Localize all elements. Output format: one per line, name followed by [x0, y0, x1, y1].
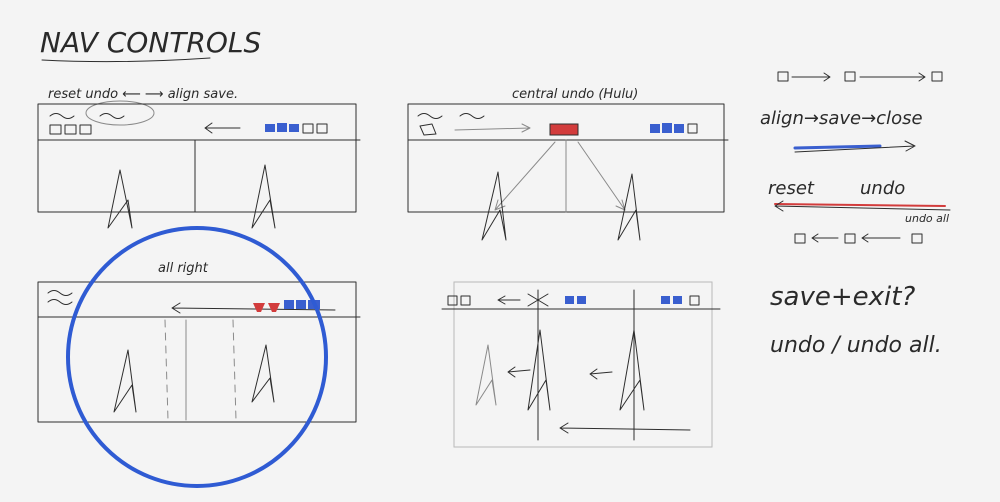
save-button-icon [565, 296, 574, 304]
save-button-icon [265, 124, 275, 132]
left-arrow-icon [589, 368, 613, 380]
save-button-icon [277, 123, 287, 132]
step-box-icon [931, 71, 943, 82]
sketch-top-left: reset undo ⟵ ⟶ align save. [37, 87, 361, 229]
right-arrow-icon [794, 140, 916, 153]
step-box-icon [777, 71, 789, 82]
flow-forward-label: align→save→close [760, 108, 923, 129]
undo-button-icon [253, 303, 265, 312]
central-undo-button [549, 123, 579, 136]
note-line-2: undo / undo all. [770, 333, 942, 358]
red-stroke [774, 203, 946, 207]
save-button-icon [661, 296, 670, 304]
menu-icon [99, 113, 125, 119]
step-box-icon [844, 233, 856, 244]
figure-sketch [619, 329, 645, 411]
save-button-icon [662, 123, 672, 133]
dashed-guide [164, 319, 169, 421]
button-icon [49, 124, 62, 135]
save-button-icon [289, 124, 299, 132]
diagonal-arrow-icon [577, 141, 626, 211]
menu-icon [47, 299, 73, 305]
highlight-circle [66, 226, 328, 488]
close-button-icon [302, 123, 314, 134]
save-button-icon [673, 296, 682, 304]
menu-icon [47, 290, 73, 296]
sketch-top-right-caption: central undo (Hulu) [512, 87, 638, 102]
right-arrow-icon [454, 123, 531, 133]
sketch-bottom-right [441, 281, 721, 448]
window-frame [37, 103, 357, 213]
note-line-1: save+exit? [770, 282, 915, 312]
close-button-icon [687, 123, 698, 134]
step-box-icon [911, 233, 923, 244]
left-arrow-icon [507, 366, 531, 378]
right-arrow-icon [859, 72, 926, 82]
left-arrow-icon [204, 122, 241, 134]
window-frame [37, 281, 357, 423]
button-icon [460, 295, 471, 306]
save-button-icon [577, 296, 586, 304]
left-arrow-icon [559, 422, 691, 434]
menu-icon [49, 113, 75, 119]
figure-sketch [107, 169, 133, 229]
button-icon [64, 124, 77, 135]
left-arrow-icon [171, 302, 336, 314]
left-arrow-icon [861, 233, 901, 243]
figure-sketch [475, 344, 497, 406]
save-button-icon [284, 300, 294, 309]
right-arrow-icon [791, 72, 831, 82]
flow-back-start-label: reset [768, 178, 815, 199]
button-icon [79, 124, 92, 135]
undo-button-icon [268, 303, 280, 312]
blue-stroke [793, 144, 882, 150]
menu-icon [417, 113, 443, 119]
figure-sketch [251, 344, 275, 403]
sketch-top-left-caption: reset undo ⟵ ⟶ align save. [48, 87, 238, 102]
highlight-ellipse [85, 100, 155, 126]
flow-back-end-label: undo [860, 178, 905, 199]
close-button-icon [316, 123, 328, 134]
legend: align→save→close reset undo undo all sav… [760, 71, 951, 358]
left-arrow-icon [774, 200, 951, 212]
diagonal-arrow-icon [494, 141, 556, 211]
left-arrow-icon [811, 233, 839, 243]
save-button-icon [296, 300, 306, 309]
title-underline [41, 57, 211, 63]
menu-icon [459, 113, 485, 119]
undo-button-icon [419, 123, 437, 136]
left-arrow-icon [497, 295, 521, 305]
sketch-bottom-left: all right [37, 226, 361, 488]
save-button-icon [650, 124, 660, 133]
figure-sketch [617, 173, 641, 241]
step-box-icon [794, 233, 806, 244]
figure-sketch [251, 164, 276, 229]
figure-sketch [527, 329, 551, 411]
page-title: NAV CONTROLS [40, 26, 261, 59]
figure-sketch [113, 349, 137, 413]
step-box-icon [844, 71, 856, 82]
sketch-top-right: central undo (Hulu) [407, 87, 729, 241]
window-frame [453, 281, 713, 448]
save-button-icon [674, 124, 684, 133]
close-button-icon [689, 295, 700, 306]
sketch-bottom-left-caption: all right [158, 261, 209, 276]
dashed-guide [232, 319, 237, 421]
button-icon [447, 295, 458, 306]
figure-sketch [481, 171, 507, 241]
undo-all-label: undo all [905, 212, 949, 225]
